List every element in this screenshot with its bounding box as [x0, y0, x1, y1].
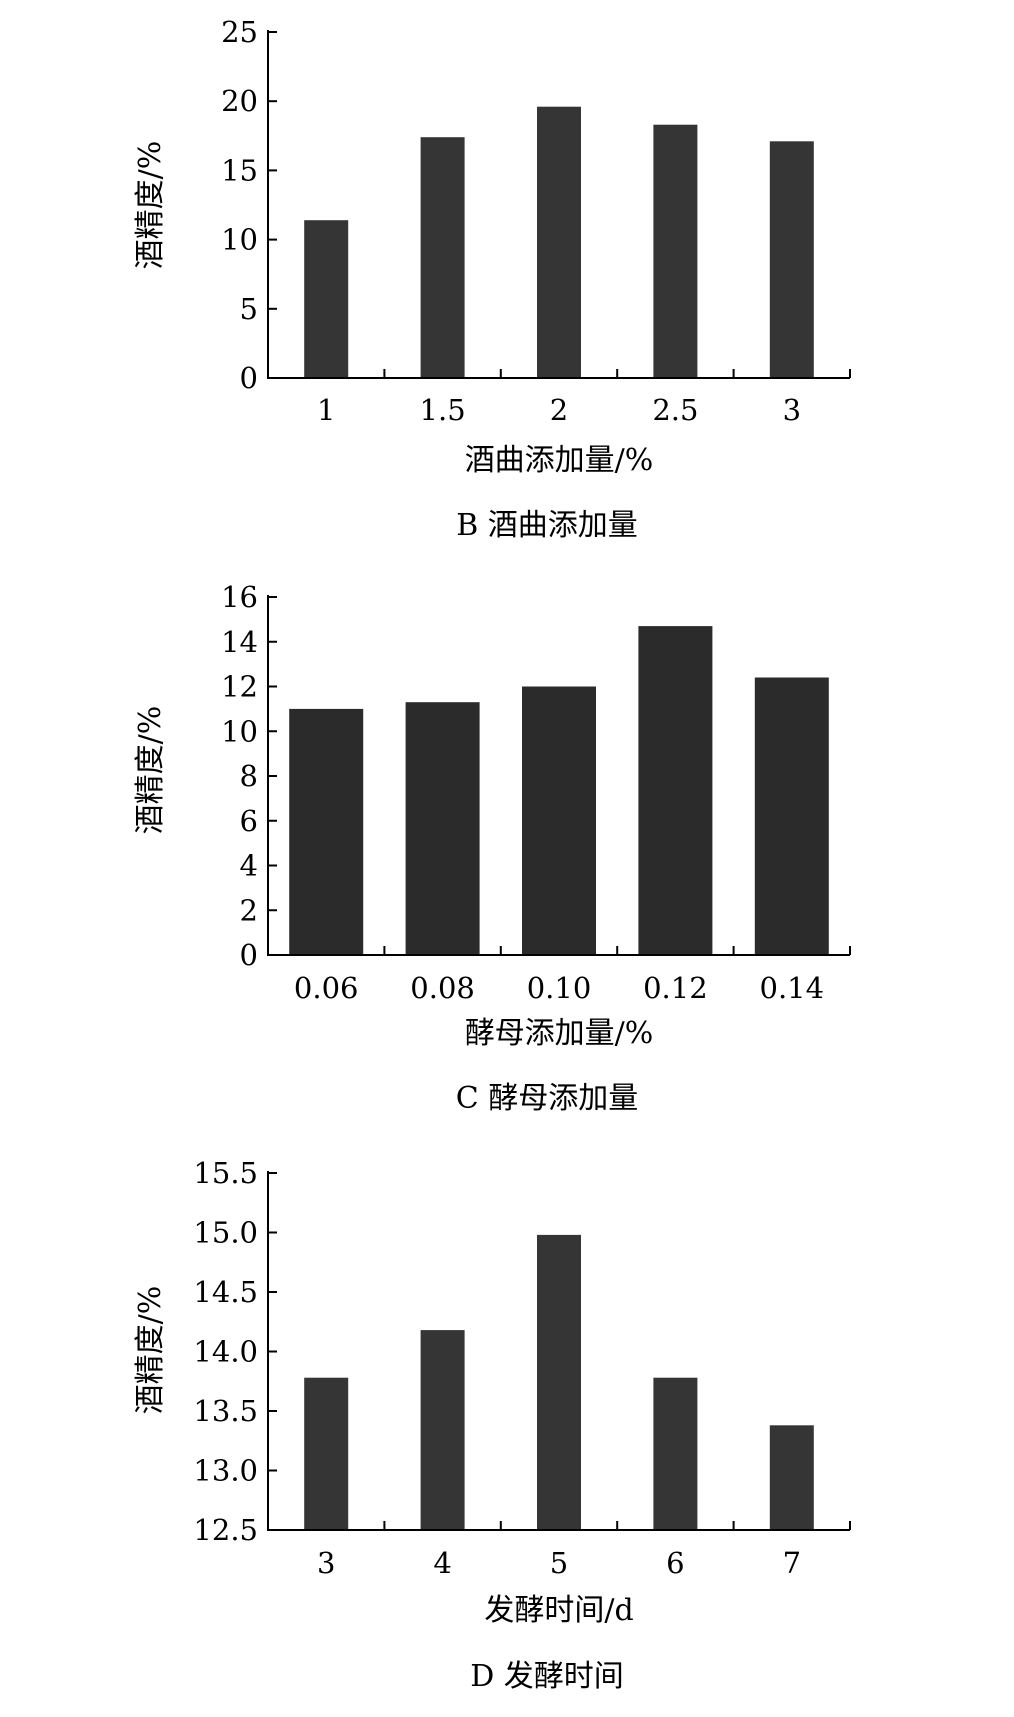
y-tick-label: 13.0 [193, 1454, 258, 1488]
y-tick-label: 16 [221, 580, 258, 614]
x-tick-label: 0.06 [294, 971, 359, 1005]
bar-0.10 [522, 686, 596, 955]
x-tick-label: 4 [433, 1546, 451, 1580]
chart-panel-3: 12.5 13.0 13.5 14.0 14.5 15.0 15.5 3 4 5 6 7 发酵时间/d 酒… [133, 1156, 851, 1694]
bar-6 [653, 1377, 698, 1530]
bar-1 [304, 220, 349, 378]
bar-0.06 [289, 708, 364, 955]
y-tick-label: 25 [221, 15, 258, 49]
x-tick-label: 1 [317, 393, 335, 427]
y-axis-label: 酒精度/% [133, 141, 168, 270]
x-tick-label: 0.12 [643, 971, 708, 1005]
bar-2.5 [653, 124, 698, 378]
bar-3 [769, 141, 814, 378]
x-tick-label: 2.5 [652, 393, 698, 427]
bar-7 [769, 1425, 814, 1530]
y-tick-label: 12 [221, 670, 258, 704]
y-tick-label: 10 [221, 714, 258, 748]
figure-caption: D 发酵时间 [470, 1659, 624, 1694]
x-tick-label: 5 [550, 1546, 568, 1580]
y-tick-label: 0 [240, 361, 258, 395]
y-tick-label: 20 [221, 84, 258, 118]
x-axis-label: 发酵时间/d [484, 1593, 633, 1628]
y-tick-label: 13.5 [193, 1394, 258, 1428]
bar-0.12 [638, 626, 713, 955]
y-tick-label: 14.0 [193, 1335, 258, 1369]
x-tick-label: 0.08 [410, 971, 475, 1005]
x-tick-label: 3 [317, 1546, 335, 1580]
chart-panel-1: 0 5 10 15 20 25 1 1.5 2 2.5 3 酒曲添加量/% 酒精度/% B 酒曲添加量 [133, 15, 851, 543]
x-tick-label: 7 [783, 1546, 801, 1580]
y-axis-label: 酒精度/% [133, 706, 168, 835]
x-tick-label: 2 [550, 393, 568, 427]
bar-4 [420, 1330, 465, 1530]
chart-panel-2: 0 2 4 6 8 10 12 14 16 0.06 0.08 0.10 0.12 0.14 酵母添加量/%… [133, 580, 851, 1116]
bar-1.5 [420, 137, 465, 378]
y-tick-label: 14.5 [193, 1275, 258, 1309]
figure-caption: C 酵母添加量 [456, 1081, 639, 1116]
y-tick-label: 15.5 [193, 1156, 258, 1190]
y-tick-label: 5 [240, 292, 258, 326]
y-tick-label: 10 [221, 223, 258, 257]
x-tick-label: 1.5 [420, 393, 466, 427]
bar-0.14 [754, 677, 829, 955]
bar-5 [537, 1234, 581, 1530]
figure-caption: B 酒曲添加量 [456, 508, 638, 543]
x-tick-label: 0.14 [760, 971, 825, 1005]
y-tick-label: 15 [221, 153, 258, 187]
y-tick-label: 4 [240, 849, 258, 883]
bar-0.08 [405, 702, 480, 955]
y-tick-label: 0 [240, 938, 258, 972]
x-axis-label: 酒曲添加量/% [465, 443, 654, 478]
y-axis-label: 酒精度/% [133, 1286, 168, 1415]
y-tick-label: 6 [240, 804, 258, 838]
y-tick-label: 2 [240, 893, 258, 927]
bar-3 [304, 1377, 349, 1530]
x-tick-label: 6 [666, 1546, 684, 1580]
y-tick-label: 14 [221, 625, 258, 659]
x-axis-label: 酵母添加量/% [465, 1016, 654, 1051]
bar-2 [537, 106, 581, 378]
y-tick-label: 15.0 [193, 1216, 258, 1250]
y-tick-label: 12.5 [193, 1513, 258, 1547]
y-tick-label: 8 [240, 759, 258, 793]
x-tick-label: 3 [783, 393, 801, 427]
x-tick-label: 0.10 [527, 971, 592, 1005]
